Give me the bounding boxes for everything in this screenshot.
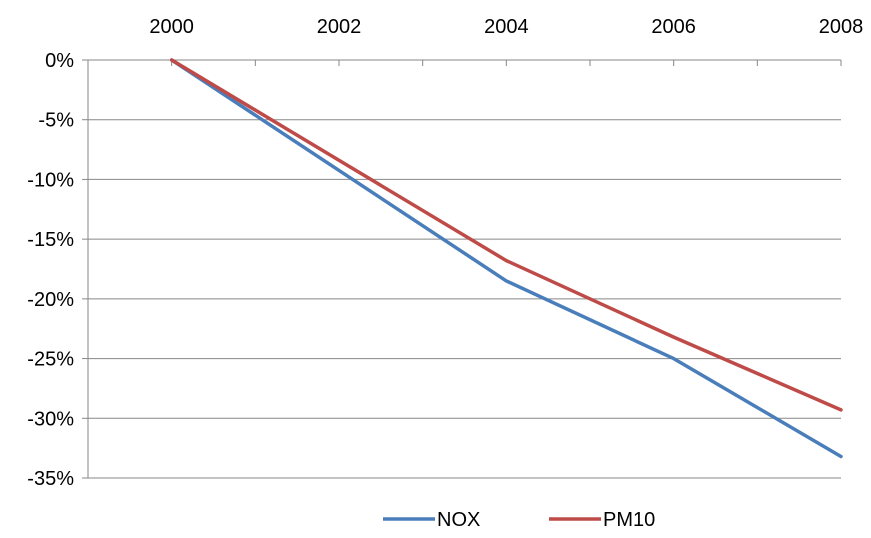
x-tick-label-3: 2006 xyxy=(651,16,696,38)
legend-label-nox: NOX xyxy=(437,509,480,531)
series-line-pm10 xyxy=(169,58,843,412)
y-tick-label-4: -20% xyxy=(27,289,74,311)
y-tick-label-1: -5% xyxy=(38,110,74,132)
tick-labels: 0% -5% -10% -15% -20% -25% -30% -35% 2000 2002 200… xyxy=(27,16,863,490)
y-tick-label-5: -25% xyxy=(27,349,74,371)
x-tick-label-2: 2004 xyxy=(484,16,529,38)
legend: NOX PM10 xyxy=(383,509,655,531)
series-lines xyxy=(169,58,843,459)
y-tick-label-6: -30% xyxy=(27,408,74,430)
legend-label-pm10: PM10 xyxy=(603,509,655,531)
gridlines xyxy=(88,59,841,479)
y-tick-label-0: 0% xyxy=(45,50,74,72)
x-tick-label-4: 2008 xyxy=(819,16,864,38)
y-tick-label-3: -15% xyxy=(27,229,74,251)
y-tick-label-7: -35% xyxy=(27,468,74,490)
x-tick-label-1: 2002 xyxy=(317,16,362,38)
y-tick-label-2: -10% xyxy=(27,169,74,191)
axes xyxy=(82,59,842,479)
series-line-nox xyxy=(169,58,843,459)
x-tick-label-0: 2000 xyxy=(149,16,194,38)
